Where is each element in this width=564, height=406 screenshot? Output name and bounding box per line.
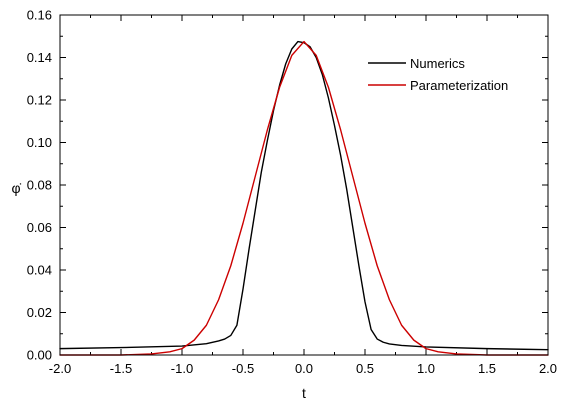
- y-axis-title: φ̇: [11, 180, 21, 196]
- axis-ticks: -2.0 -1.5 -1.0 -0.5 0.0 0.5 1.0 1.5 2.0 0.00 0.02 0…: [27, 8, 557, 377]
- x-tick-label: 1.5: [478, 361, 496, 376]
- x-axis-title: t: [302, 385, 306, 401]
- y-tick-label: 0.04: [27, 263, 52, 278]
- series-line-parameterization: [59, 40, 549, 356]
- x-tick-label: -0.5: [232, 361, 254, 376]
- x-tick-label: 0.0: [295, 361, 313, 376]
- y-tick-label: 0.10: [27, 135, 52, 150]
- y-tick-label: 0.16: [27, 8, 52, 23]
- y-tick-label: 0.14: [27, 50, 52, 65]
- x-tick-label: -1.0: [171, 361, 193, 376]
- legend-label-parameterization: Parameterization: [410, 78, 508, 93]
- plot-frame: [59, 14, 549, 356]
- x-tick-label: -1.5: [110, 361, 132, 376]
- y-tick-label: 0.00: [27, 348, 52, 363]
- y-tick-label: 0.06: [27, 220, 52, 235]
- x-tick-label: 2.0: [539, 361, 557, 376]
- x-tick-label: 0.5: [356, 361, 374, 376]
- x-tick-label: -2.0: [49, 361, 71, 376]
- legend-label-numerics: Numerics: [410, 56, 465, 71]
- x-tick-label: 1.0: [417, 361, 435, 376]
- y-tick-label: 0.12: [27, 93, 52, 108]
- y-tick-label: 0.02: [27, 305, 52, 320]
- series-line-numerics: [59, 40, 549, 351]
- series-lines: [59, 40, 549, 356]
- legend: Numerics Parameterization: [368, 56, 508, 93]
- y-tick-label: 0.08: [27, 178, 52, 193]
